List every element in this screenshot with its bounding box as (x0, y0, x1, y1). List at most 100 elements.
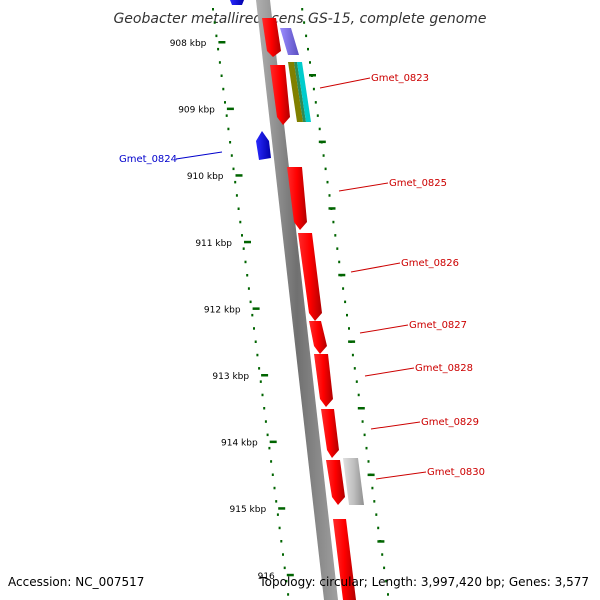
tick-major (226, 107, 234, 111)
gene-arrow-gmet0830[interactable] (326, 460, 345, 505)
tick-labels: 908 kbp 909 kbp 910 kbp 911 kbp 912 kbp 913 k… (170, 39, 275, 582)
tick-dot-right (353, 367, 356, 370)
gene-feature-gray[interactable] (343, 458, 364, 505)
tick-major-right (328, 207, 336, 210)
tick-dot-left (254, 340, 257, 343)
tick-dot-right (326, 180, 329, 184)
gene-label-gmet0828[interactable]: Gmet_0828 (415, 363, 473, 374)
tick-label: 914 kbp (221, 439, 258, 449)
tick-dot-right (309, 61, 311, 64)
tick-dot-right (351, 353, 354, 357)
tick-dot-left (261, 393, 264, 397)
tick-dot-right (385, 579, 388, 583)
gene-arrow-purple[interactable] (280, 28, 299, 55)
accession-label: Accession: NC_007517 (8, 575, 144, 589)
tick-dot-right (383, 566, 386, 570)
tick-major-right (338, 273, 346, 277)
tick-dot-left (218, 61, 221, 64)
gene-label-gmet0825[interactable]: Gmet_0825 (389, 178, 447, 189)
tick-dot-left (256, 353, 259, 357)
gene-feature-cyan[interactable] (297, 62, 311, 122)
gene-arrow-gmet0828[interactable] (314, 354, 333, 407)
tick-dot-left (270, 460, 273, 463)
genome-summary: Topology: circular; Length: 3,997,420 bp… (258, 575, 589, 589)
tick-dot-left (235, 194, 238, 197)
tick-dot-right (346, 313, 348, 317)
gene-arrow-gmet0826[interactable] (298, 233, 322, 321)
tick-dot-left (213, 21, 216, 24)
tick-dot-left (215, 34, 218, 38)
tick-dot-left (237, 207, 240, 210)
tick-dot-left (234, 180, 237, 184)
gene-arrow-top[interactable] (230, 0, 244, 5)
tick-dot-right (357, 393, 360, 397)
gene-arrow-gmet0823[interactable] (270, 65, 290, 125)
gene-label-gmet0829[interactable]: Gmet_0829 (421, 417, 479, 428)
tick-dot-right (305, 34, 308, 38)
tick-dot-left (285, 579, 288, 583)
tick-dot-left (275, 500, 278, 503)
gene-arrow-gmet0824[interactable] (256, 131, 271, 160)
tick-dot-right (348, 327, 350, 330)
gene-label-gmet0827[interactable]: Gmet_0827 (409, 320, 467, 331)
tick-label: 916 (258, 572, 275, 582)
callout-line-gmet0829 (370, 421, 421, 430)
tick-major-right (348, 340, 356, 343)
tick-major (278, 507, 286, 510)
tick-major (252, 307, 260, 310)
tick-dot-left (263, 407, 266, 410)
tick-dot-left (239, 220, 242, 224)
gene-arrow-bottom[interactable] (333, 519, 356, 600)
callout-line-gmet0828 (364, 367, 415, 377)
tick-dot-left (258, 367, 261, 370)
gene-label-gmet0823[interactable]: Gmet_0823 (371, 73, 429, 84)
gene-arrow-gmet0825[interactable] (287, 167, 307, 230)
tick-dot-left (278, 526, 281, 530)
tick-dot-left (264, 420, 267, 423)
tick-dot-right (363, 433, 366, 437)
tick-dot-right (381, 553, 384, 556)
tick-dot-right (332, 220, 335, 224)
tick-dot-right (307, 47, 309, 51)
tick-major (269, 440, 277, 444)
tick-dot-left (217, 47, 220, 51)
gene-callouts: Gmet_0823 Gmet_0824 Gmet_0825 Gmet_0826 … (119, 73, 485, 480)
gene-arrow-gmet0827[interactable] (309, 321, 327, 354)
tick-dot-left (276, 513, 279, 516)
tick-major-right (367, 473, 375, 477)
tick-major (286, 573, 294, 577)
tick-dot-left (230, 154, 233, 157)
gene-arrow-upstream[interactable] (262, 18, 281, 57)
callout-line-gmet0824 (175, 151, 223, 160)
tick-label: 911 kbp (195, 239, 232, 249)
tick-dot-right (328, 194, 331, 197)
tick-dot-left (273, 486, 276, 490)
gene-label-gmet0830[interactable]: Gmet_0830 (427, 467, 485, 478)
callout-line-gmet0830 (375, 471, 427, 480)
tick-dot-left (220, 74, 223, 77)
tick-dot-left (282, 553, 284, 556)
tick-dot-left (266, 433, 269, 437)
tick-dot-left (280, 540, 283, 543)
callout-line-gmet0825 (338, 182, 389, 192)
gene-label-gmet0826[interactable]: Gmet_0826 (401, 258, 459, 269)
gene-label-gmet0824[interactable]: Gmet_0824 (119, 154, 177, 165)
tick-dot-right (371, 486, 374, 490)
tick-label: 909 kbp (178, 106, 215, 116)
gene-arrow-gmet0829[interactable] (321, 409, 339, 458)
tick-major (244, 240, 251, 244)
tick-dot-left (246, 274, 249, 277)
tick-dot-right (338, 260, 341, 264)
tick-dot-right (377, 526, 380, 530)
tick-major (235, 174, 243, 177)
tick-dot-left (212, 8, 214, 11)
tick-major-right (357, 407, 365, 410)
gene-feature-green[interactable] (294, 62, 306, 122)
tick-dot-left (249, 300, 252, 304)
tick-dot-right (314, 101, 317, 104)
callout-line-gmet0826 (350, 262, 401, 273)
gene-feature-olive[interactable] (288, 62, 303, 122)
gene-features (230, 0, 364, 600)
tick-dot-left (224, 101, 226, 104)
